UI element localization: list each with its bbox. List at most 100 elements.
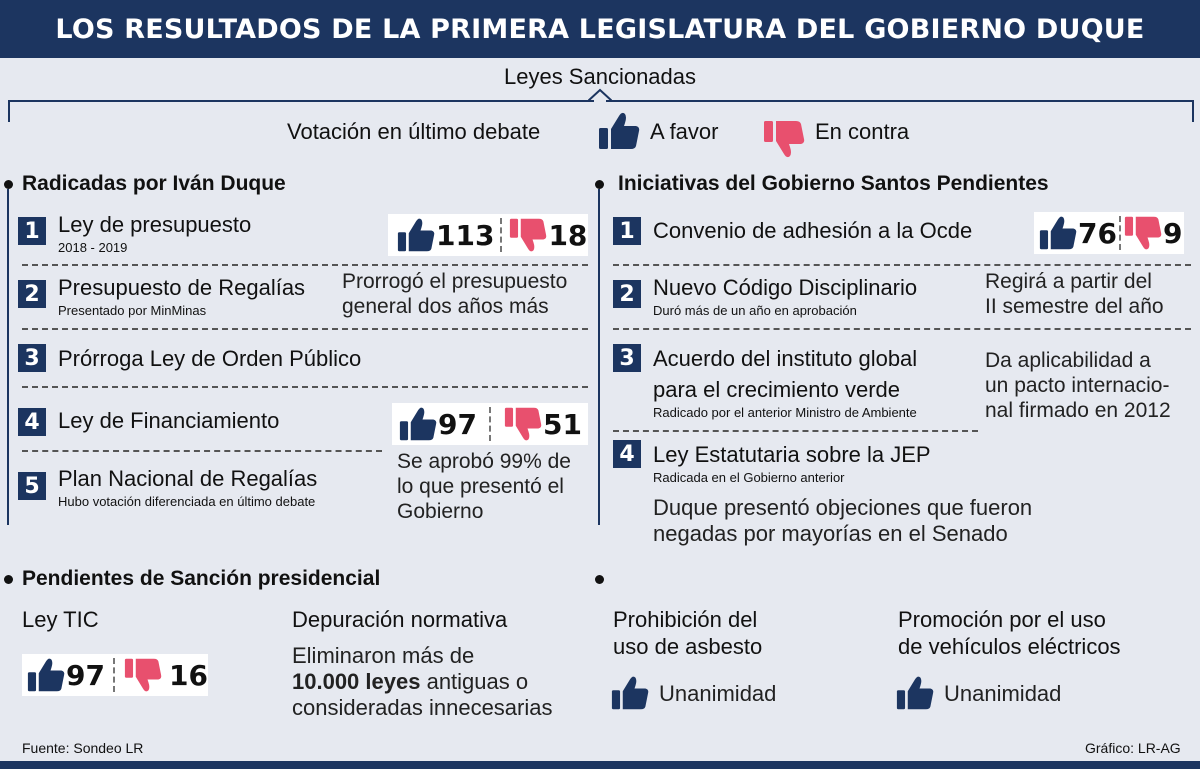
electricos-result: Unanimidad (944, 681, 1062, 706)
item-title: Presupuesto de Regalías (58, 275, 306, 300)
votes-favor: 97 (438, 407, 477, 441)
depuracion-title: Depuración normativa (292, 607, 508, 632)
bracket-left-tick (8, 100, 10, 122)
legend-contra: En contra (815, 119, 910, 144)
item-title: para el crecimiento verde (653, 377, 901, 402)
item-number: 1 (613, 217, 641, 245)
right-section-title: Iniciativas del Gobierno Santos Pendient… (618, 172, 1049, 195)
item-title: Ley Estatutaria sobre la JEP (653, 442, 931, 467)
source-text: Fuente: Sondeo LR (22, 740, 144, 756)
credit-text: Gráfico: LR-AG (1085, 740, 1181, 756)
item-note: negadas por mayorías en el Senado (653, 521, 1008, 546)
header-banner: LOS RESULTADOS DE LA PRIMERA LEGISLATURA… (0, 0, 1200, 58)
bullet (595, 180, 604, 189)
item-subtitle: Presentado por MinMinas (58, 303, 207, 318)
thumbs-up-icon (610, 674, 650, 712)
bullet (595, 575, 604, 584)
item-subtitle: Duró más de un año en aprobación (653, 303, 857, 318)
divider (613, 430, 978, 432)
item-number: 4 (18, 408, 46, 436)
depuracion-line: consideradas innecesarias (292, 695, 553, 720)
item-number: 3 (613, 344, 641, 372)
item-note: un pacto internacio- (985, 374, 1170, 397)
thumbs-down-icon (1123, 214, 1163, 252)
votes-favor: 113 (436, 218, 495, 252)
item-note: Regirá a partir del (985, 270, 1152, 293)
item-number: 5 (18, 472, 46, 500)
votes-contra: 51 (542, 407, 582, 441)
votes-favor: 97 (66, 658, 105, 692)
thumbs-down-icon (503, 405, 543, 443)
asbesto-result: Unanimidad (659, 681, 777, 706)
section-line (598, 189, 600, 525)
item-note: Prorrogó el presupuesto (342, 270, 568, 293)
item-number: 1 (18, 217, 46, 245)
section-line (7, 189, 9, 525)
votes-contra: 9 (1162, 216, 1183, 250)
item-subtitle: Radicada en el Gobierno anterior (653, 470, 845, 485)
vote-box: 97 16 (22, 654, 208, 696)
thumbs-up-icon (895, 674, 935, 712)
vote-box: 97 51 (392, 403, 588, 445)
asbesto-title: uso de asbesto (613, 634, 763, 659)
item-title: Prórroga Ley de Orden Público (58, 346, 362, 371)
item-note: Duque presentó objeciones que fueron (653, 495, 1033, 520)
item-note: Se aprobó 99% de (397, 450, 571, 473)
depuracion-bold: 10.000 leyes (292, 669, 421, 694)
item-note: lo que presentó el (397, 475, 564, 498)
subtitle: Leyes Sancionadas (503, 64, 697, 89)
divider (22, 328, 588, 330)
bullet (4, 180, 13, 189)
divider (22, 264, 588, 266)
divider (22, 386, 588, 388)
thumbs-down-icon (123, 656, 163, 694)
vote-box: 113 18 (388, 214, 588, 256)
bracket-right (606, 100, 1194, 102)
votes-contra: 16 (168, 658, 208, 692)
legend-favor: A favor (650, 119, 719, 144)
bracket-apex (588, 88, 612, 102)
item-title: Nuevo Código Disciplinario (653, 275, 918, 300)
pending-section-title: Pendientes de Sanción presidencial (22, 567, 381, 590)
legend-intro: Votación en último debate (287, 119, 541, 144)
divider (613, 328, 1191, 330)
divider (613, 264, 1191, 266)
vote-box: 76 9 (1034, 212, 1184, 254)
votes-favor: 76 (1078, 216, 1117, 250)
item-title: Ley de Financiamiento (58, 408, 280, 433)
item-subtitle: Radicado por el anterior Ministro de Amb… (653, 405, 917, 420)
thumbs-down-icon (762, 118, 806, 160)
bullet (4, 575, 13, 584)
tic-title: Ley TIC (22, 607, 99, 632)
item-number: 3 (18, 344, 46, 372)
item-title: Ley de presupuesto (58, 212, 252, 237)
item-number: 2 (18, 280, 46, 308)
item-subtitle: Hubo votación diferenciada en último deb… (58, 494, 316, 509)
item-number: 2 (613, 280, 641, 308)
bracket-right-tick (1192, 100, 1194, 122)
thumbs-up-icon (396, 216, 436, 254)
item-note: Da aplicabilidad a (985, 349, 1151, 372)
thumbs-up-icon (597, 110, 641, 152)
item-title: Acuerdo del instituto global (653, 346, 918, 371)
depuracion-line: 10.000 leyes antiguas o (292, 670, 528, 694)
item-subtitle: 2018 - 2019 (58, 240, 128, 255)
item-note: II semestre del año (985, 295, 1164, 318)
depuracion-rest: antiguas o (420, 669, 529, 694)
electricos-title: de vehículos eléctricos (898, 634, 1121, 659)
item-note: Gobierno (397, 500, 484, 523)
thumbs-up-icon (26, 656, 66, 694)
left-section-title: Radicadas por Iván Duque (22, 172, 286, 195)
page-title: LOS RESULTADOS DE LA PRIMERA LEGISLATURA… (55, 13, 1145, 45)
depuracion-line: Eliminaron más de (292, 643, 475, 668)
bottom-bar (0, 761, 1200, 769)
divider (22, 450, 382, 452)
item-note: nal firmado en 2012 (985, 399, 1171, 422)
votes-contra: 18 (548, 218, 588, 252)
thumbs-up-icon (1038, 214, 1078, 252)
item-title: Plan Nacional de Regalías (58, 466, 318, 491)
bracket-left (8, 100, 594, 102)
item-note: general dos años más (342, 295, 549, 318)
asbesto-title: Prohibición del (613, 607, 758, 632)
item-title: Convenio de adhesión a la Ocde (653, 218, 973, 243)
